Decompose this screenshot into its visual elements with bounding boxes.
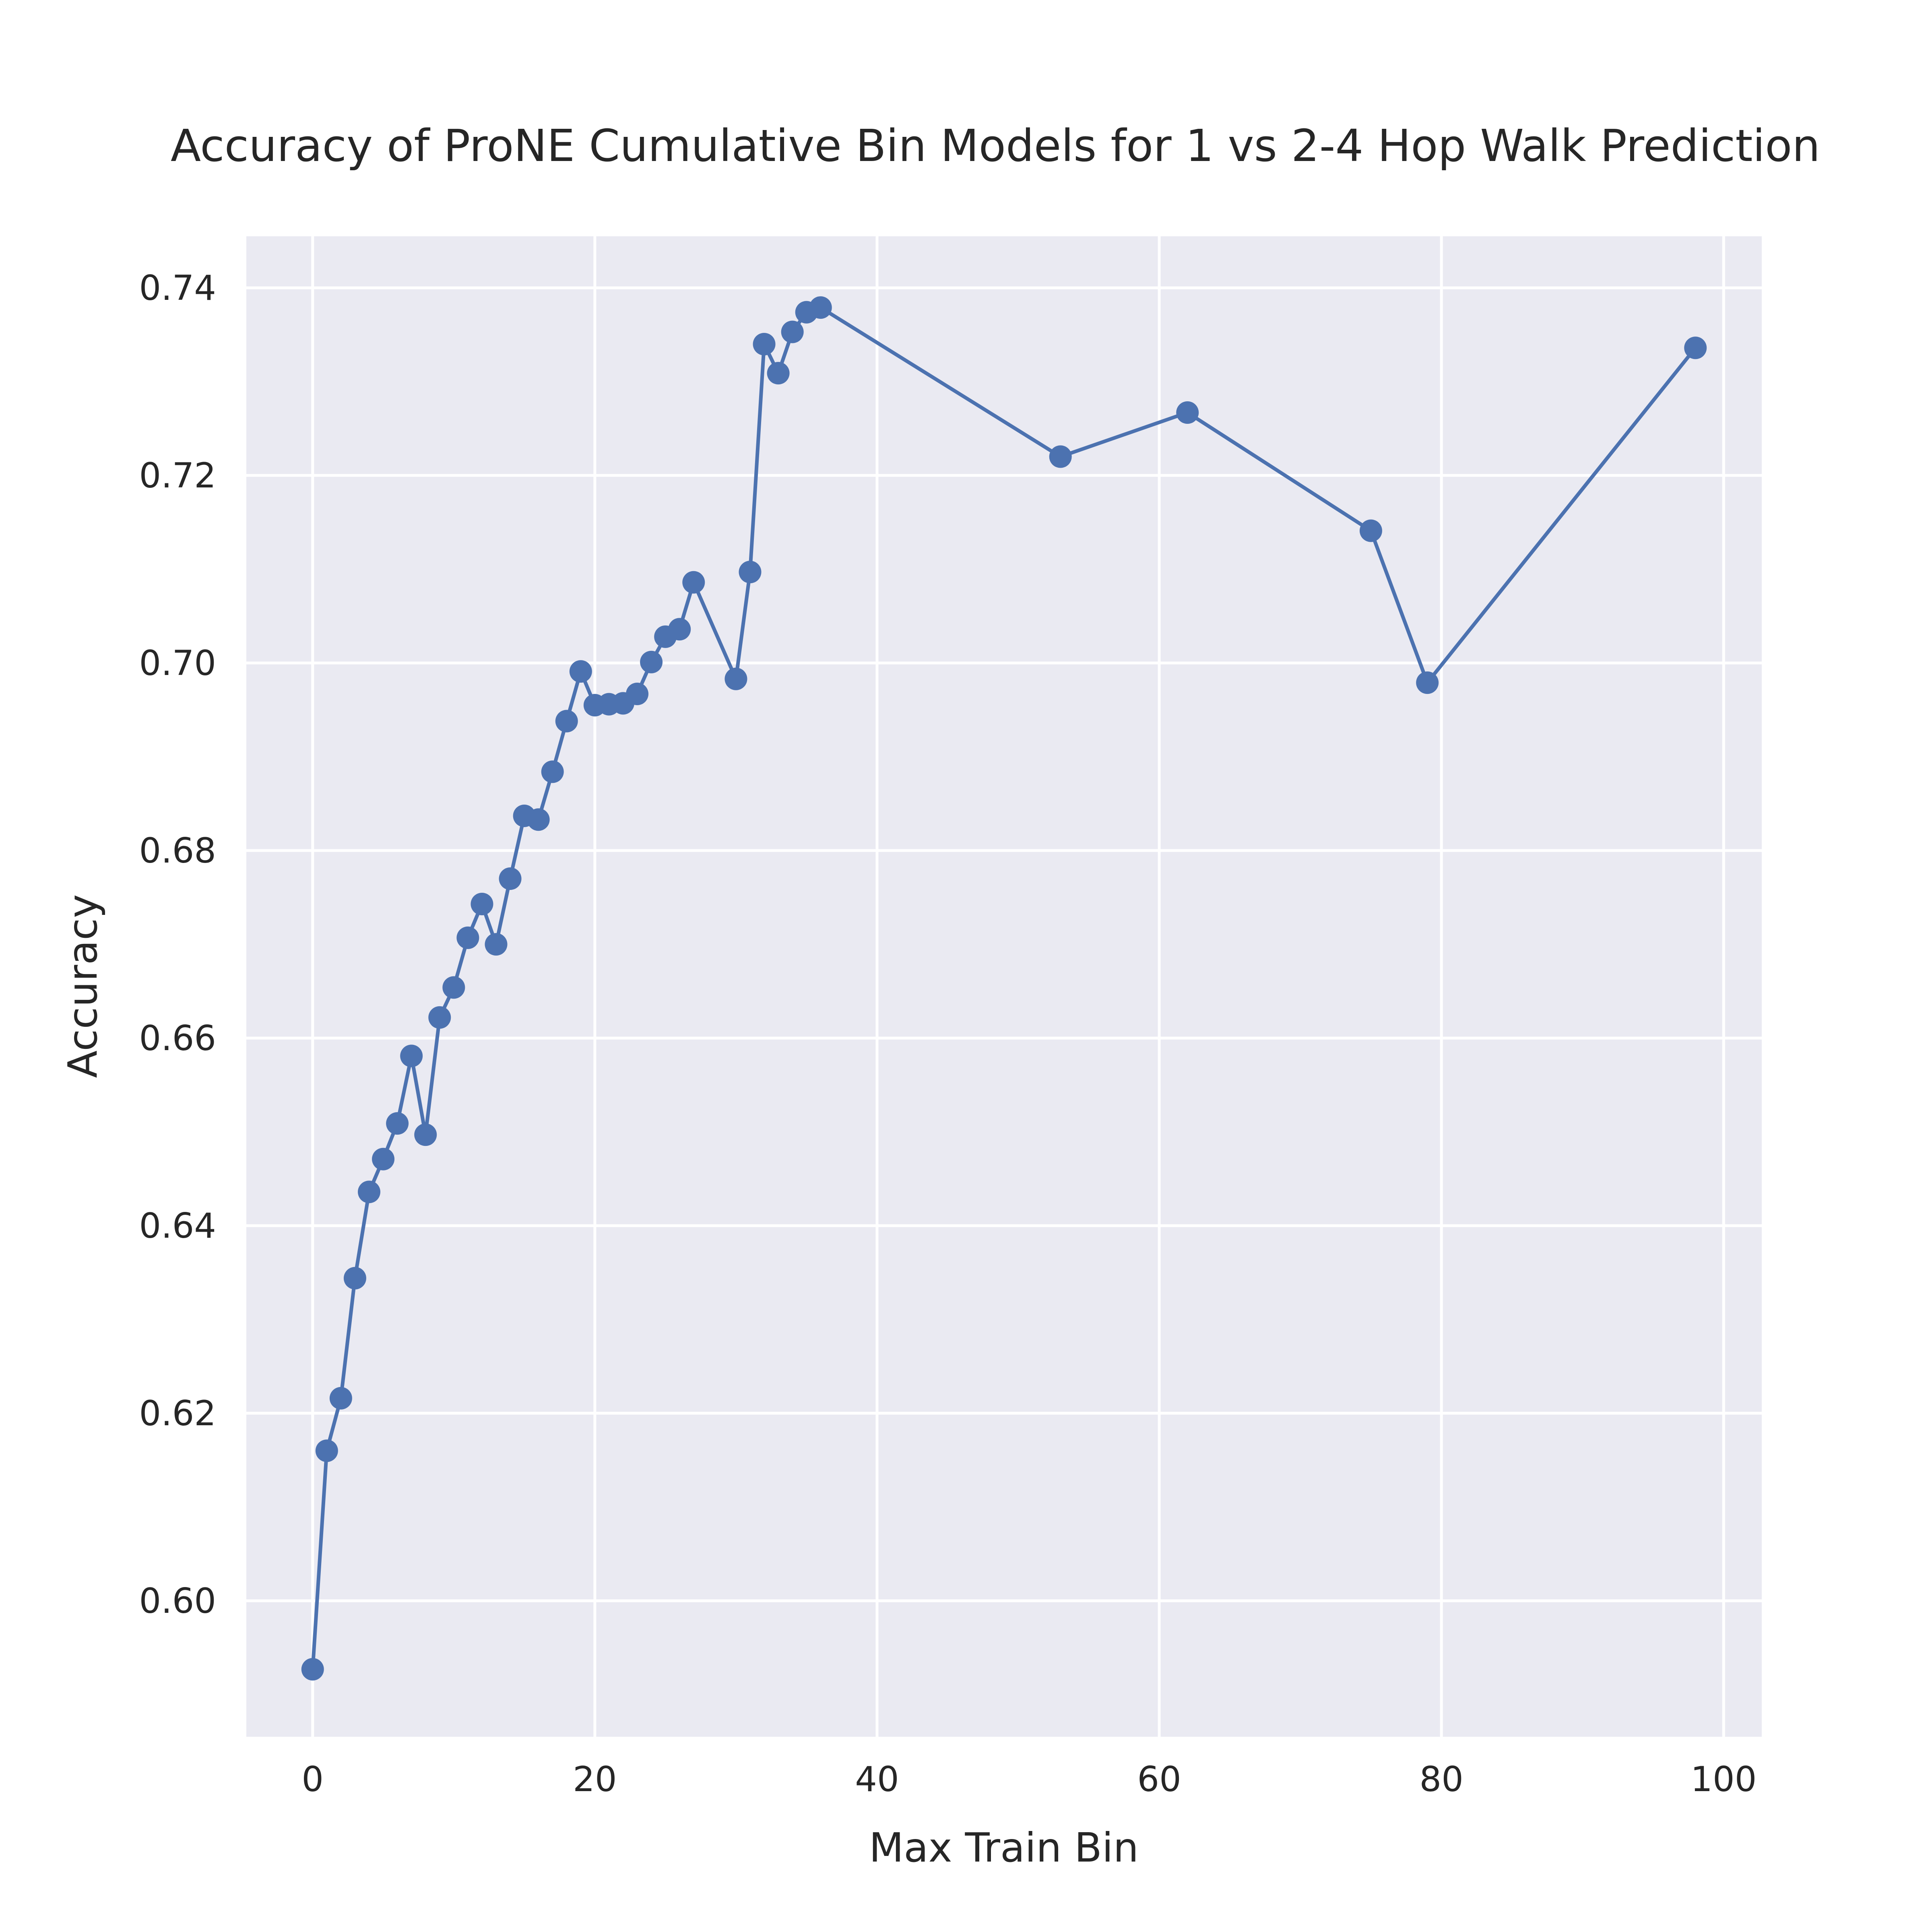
data-point [1684, 336, 1707, 359]
x-axis-label: Max Train Bin [869, 1824, 1139, 1871]
tick-labels: 0 20 40 60 80 100 0.60 0.62 0.64 0.66 0.68 0.70 0.72… [139, 268, 1757, 1800]
data-point [1049, 445, 1072, 468]
data-point [569, 660, 592, 683]
data-point [471, 892, 493, 915]
data-point [499, 867, 522, 890]
x-tick-label: 60 [1137, 1759, 1181, 1800]
y-tick-label: 0.74 [139, 268, 216, 308]
data-point [668, 618, 691, 641]
data-point [301, 1658, 324, 1681]
data-point [456, 926, 479, 949]
data-point [1176, 401, 1199, 424]
data-point [753, 332, 776, 355]
data-point [682, 571, 705, 594]
data-point [329, 1387, 352, 1410]
data-point [541, 760, 564, 783]
data-point [724, 667, 747, 690]
data-point [357, 1181, 380, 1203]
x-tick-label: 0 [301, 1759, 324, 1800]
x-tick-label: 100 [1690, 1759, 1757, 1800]
grid [246, 236, 1762, 1737]
data-point [1359, 519, 1382, 542]
data-point [400, 1044, 423, 1067]
data-point [739, 561, 762, 584]
series-line [311, 305, 1697, 1670]
data-point [527, 808, 550, 831]
data-point [315, 1439, 338, 1462]
y-tick-label: 0.60 [139, 1581, 216, 1621]
data-point [767, 362, 790, 385]
y-axis-label: Accuracy [59, 894, 106, 1078]
x-tick-label: 20 [573, 1759, 617, 1800]
x-tick-label: 80 [1420, 1759, 1463, 1800]
y-tick-label: 0.66 [139, 1018, 216, 1059]
y-tick-label: 0.62 [139, 1393, 216, 1434]
data-point [414, 1123, 437, 1146]
data-point [343, 1267, 366, 1290]
plot-area [246, 236, 1762, 1737]
data-point [555, 710, 578, 733]
data-point [386, 1112, 409, 1135]
data-point [809, 296, 832, 319]
y-tick-label: 0.64 [139, 1206, 216, 1246]
data-point [485, 933, 508, 956]
data-point [640, 650, 663, 673]
y-tick-label: 0.72 [139, 456, 216, 496]
chart-title: Accuracy of ProNE Cumulative Bin Models … [171, 120, 1820, 171]
y-tick-label: 0.68 [139, 831, 216, 871]
data-points [301, 296, 1707, 1681]
y-tick-label: 0.70 [139, 643, 216, 683]
data-point [626, 683, 649, 706]
data-point [372, 1148, 395, 1170]
data-point [1416, 671, 1439, 694]
data-point [781, 320, 804, 343]
x-tick-label: 40 [855, 1759, 899, 1800]
data-point [442, 976, 465, 999]
data-point [428, 1006, 451, 1029]
